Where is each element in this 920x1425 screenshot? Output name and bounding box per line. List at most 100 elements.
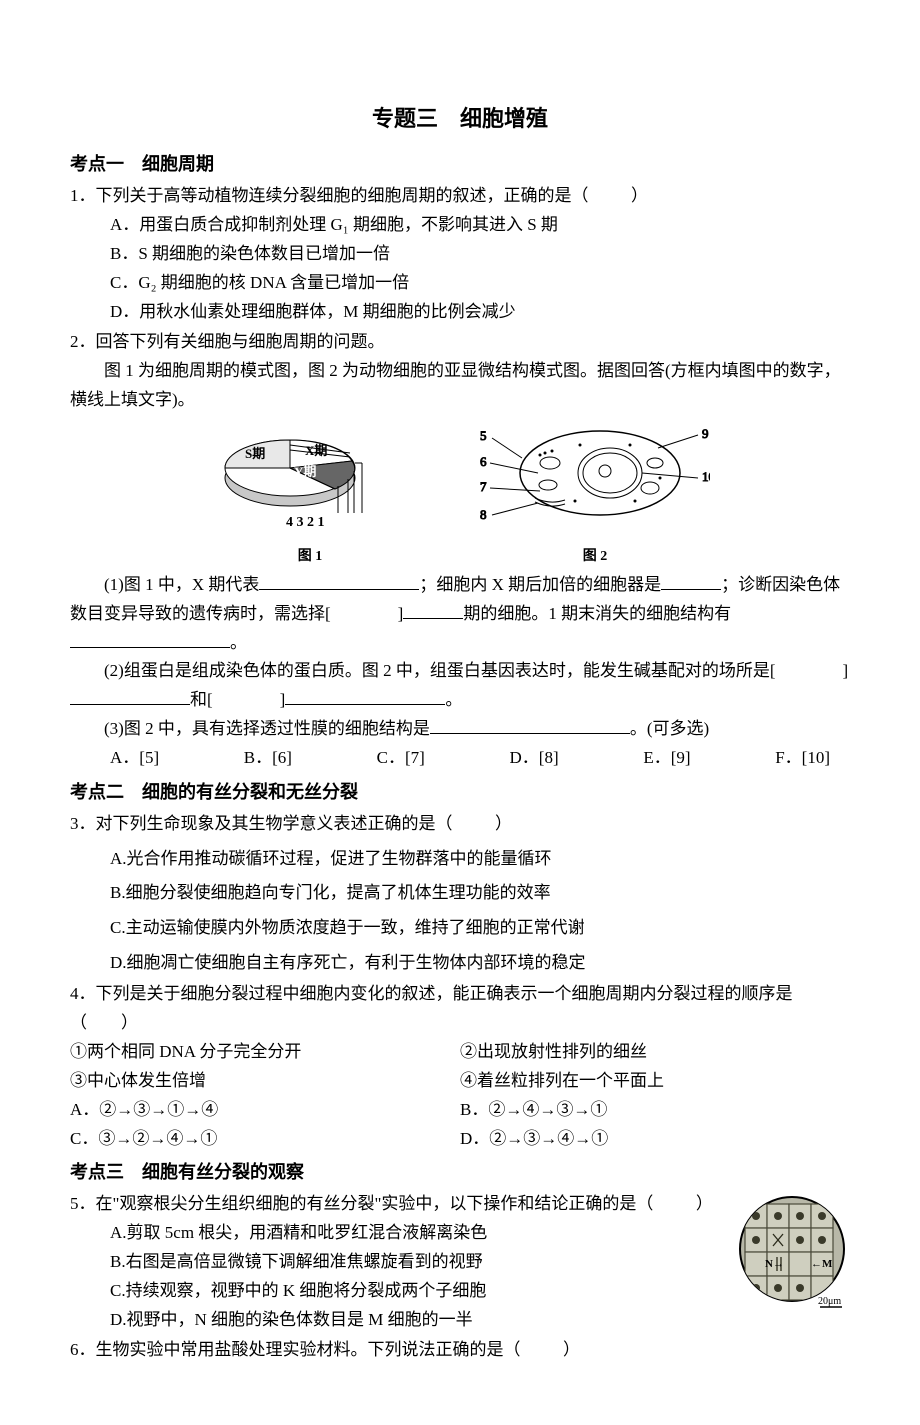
q2-intro: 图 1 为细胞周期的模式图，图 2 为动物细胞的亚显微结构模式图。据图回答(方框… <box>70 357 850 415</box>
box-blank <box>213 686 280 715</box>
q2-optD: D．[8] <box>510 744 559 773</box>
svg-text:N→: N→ <box>765 1258 784 1270</box>
question-2: 2．回答下列有关细胞与细胞周期的问题。 图 1 为细胞周期的模式图，图 2 为动… <box>70 328 850 773</box>
fig1-ticks: 4 3 2 1 <box>286 515 325 530</box>
blank <box>70 688 190 705</box>
q2-p2e: 。 <box>445 690 462 709</box>
q3-optD: D.细胞凋亡使细胞自主有序死亡，有利于生物体内部环境的稳定 <box>70 949 850 978</box>
question-5: 5．在"观察根尖分生组织细胞的有丝分裂"实验中，以下操作和结论正确的是（ ） N… <box>70 1190 850 1334</box>
q4-items-1: ①两个相同 DNA 分子完全分开 ②出现放射性排列的细丝 <box>70 1038 850 1067</box>
q4-opts-2: C．③→②→④→① D．②→③→④→① <box>70 1125 850 1154</box>
q3-optB: B.细胞分裂使细胞趋向专门化，提高了机体生理功能的效率 <box>70 879 850 908</box>
q3-blank <box>457 814 491 833</box>
q4-optD: D．②→③→④→① <box>460 1125 850 1154</box>
q6-blank <box>525 1340 559 1359</box>
q5-optA: A.剪取 5cm 根尖，用酒精和吡罗红混合液解离染色 <box>70 1219 850 1248</box>
q1-blank <box>593 186 627 205</box>
q2-p3a: (3)图 2 中，具有选择透过性膜的细胞结构是 <box>104 719 430 738</box>
microscope-view-icon: N→ ←M 20μm <box>735 1194 850 1314</box>
q2-p1a: (1)图 1 中，X 期代表 <box>104 575 259 594</box>
pie-chart-icon: S期 X期 Y期 4 3 2 1 <box>210 423 410 533</box>
q4-items-2: ③中心体发生倍增 ④着丝粒排列在一个平面上 <box>70 1067 850 1096</box>
q4-item3: ③中心体发生倍增 <box>70 1067 460 1096</box>
q2-part2: (2)组蛋白是组成染色体的蛋白质。图 2 中，组蛋白基因表达时，能发生碱基配对的… <box>70 657 850 715</box>
q4-optA: A．②→③→①→④ <box>70 1096 460 1125</box>
q4-stem: 4．下列是关于细胞分裂过程中细胞内变化的叙述，能正确表示一个细胞周期内分裂过程的… <box>70 980 850 1038</box>
fig1-x-label: X期 <box>305 443 327 458</box>
figure-2: 5 6 7 8 9 10 图 2 <box>480 423 710 569</box>
q4-opts-1: A．②→③→①→④ B．②→④→③→① <box>70 1096 850 1125</box>
q5-stem-suffix: ） <box>696 1194 713 1213</box>
q2-optC: C．[7] <box>377 744 425 773</box>
svg-text:7: 7 <box>480 479 487 494</box>
section-2-heading: 考点二 细胞的有丝分裂和无丝分裂 <box>70 777 850 808</box>
section-1-heading: 考点一 细胞周期 <box>70 149 850 180</box>
q5-optB: B.右图是高倍显微镜下调解细准焦螺旋看到的视野 <box>70 1248 850 1277</box>
q5-optD: D.视野中，N 细胞的染色体数目是 M 细胞的一半 <box>70 1306 850 1335</box>
q4-item4: ④着丝粒排列在一个平面上 <box>460 1067 850 1096</box>
q2-p1e: 期的细胞。1 期末消失的细胞结构有 <box>463 604 731 623</box>
figure-1: S期 X期 Y期 4 3 2 1 图 1 <box>210 423 410 569</box>
blank <box>430 717 630 734</box>
q2-optE: E．[9] <box>643 744 690 773</box>
fig1-caption: 图 1 <box>210 545 410 569</box>
q1-optA: A．用蛋白质合成抑制剂处理 G₁ 期细胞，不影响其进入 S 期 <box>70 211 850 240</box>
q2-p1b: ；细胞内 X 期后加倍的细胞器是 <box>419 575 661 594</box>
q2-optA: A．[5] <box>110 744 159 773</box>
q2-part3: (3)图 2 中，具有选择透过性膜的细胞结构是 。(可多选) <box>70 715 850 744</box>
blank <box>661 573 721 590</box>
svg-text:8: 8 <box>480 507 487 522</box>
q1-optC: C．G₂ 期细胞的核 DNA 含量已增加一倍 <box>70 269 850 298</box>
q1-stem-suffix: ） <box>631 186 648 205</box>
q2-stem: 2．回答下列有关细胞与细胞周期的问题。 <box>70 328 850 357</box>
question-4: 4．下列是关于细胞分裂过程中细胞内变化的叙述，能正确表示一个细胞周期内分裂过程的… <box>70 980 850 1153</box>
page-title: 专题三 细胞增殖 <box>70 100 850 137</box>
fig1-y-label: Y期 <box>294 464 316 479</box>
blank <box>403 602 463 619</box>
microscope-view: N→ ←M 20μm <box>735 1194 850 1324</box>
question-6: 6．生物实验中常用盐酸处理实验材料。下列说法正确的是（ ） <box>70 1336 850 1365</box>
q2-p1f: 。 <box>230 633 247 652</box>
q6-stem-suffix: ） <box>563 1340 580 1359</box>
q3-stem-suffix: ） <box>495 814 512 833</box>
q2-figures: S期 X期 Y期 4 3 2 1 图 1 <box>70 423 850 569</box>
question-1: 1．下列关于高等动植物连续分裂细胞的细胞周期的叙述，正确的是（ ） A．用蛋白质… <box>70 182 850 326</box>
q4-optB: B．②→④→③→① <box>460 1096 850 1125</box>
q2-part1: (1)图 1 中，X 期代表；细胞内 X 期后加倍的细胞器是；诊断因染色体数目变… <box>70 571 850 658</box>
q1-optD: D．用秋水仙素处理细胞群体，M 期细胞的比例会减少 <box>70 298 850 327</box>
blank <box>285 688 445 705</box>
q5-stem: 5．在"观察根尖分生组织细胞的有丝分裂"实验中，以下操作和结论正确的是（ <box>70 1194 653 1213</box>
q3-optA: A.光合作用推动碳循环过程，促进了生物群落中的能量循环 <box>70 845 850 874</box>
q5-optC: C.持续观察，视野中的 K 细胞将分裂成两个子细胞 <box>70 1277 850 1306</box>
q2-p3b: 。(可多选) <box>630 719 709 738</box>
question-3: 3．对下列生命现象及其生物学意义表述正确的是（ ） A.光合作用推动碳循环过程，… <box>70 810 850 978</box>
q4-item2: ②出现放射性排列的细丝 <box>460 1038 850 1067</box>
svg-text:6: 6 <box>480 454 487 469</box>
q3-optC: C.主动运输使膜内外物质浓度趋于一致，维持了细胞的正常代谢 <box>70 914 850 943</box>
q1-stem: 1．下列关于高等动植物连续分裂细胞的细胞周期的叙述，正确的是（ <box>70 186 589 205</box>
q1-optB: B．S 期细胞的染色体数目已增加一倍 <box>70 240 850 269</box>
fig1-s-label: S期 <box>245 446 265 461</box>
q4-optC: C．③→②→④→① <box>70 1125 460 1154</box>
svg-text:9: 9 <box>702 426 709 441</box>
q5-blank <box>658 1194 692 1213</box>
q2-optF: F．[10] <box>775 744 830 773</box>
svg-text:←M: ←M <box>811 1258 833 1270</box>
q2-options: A．[5] B．[6] C．[7] D．[8] E．[9] F．[10] <box>70 744 850 773</box>
svg-text:5: 5 <box>480 428 487 443</box>
q2-p2c: 和[ <box>190 690 213 709</box>
blank <box>259 573 419 590</box>
q3-stem: 3．对下列生命现象及其生物学意义表述正确的是（ <box>70 814 453 833</box>
section-3-heading: 考点三 细胞有丝分裂的观察 <box>70 1157 850 1188</box>
svg-text:10: 10 <box>702 469 710 484</box>
q2-optB: B．[6] <box>244 744 292 773</box>
blank <box>70 631 230 648</box>
q2-p2b: ] <box>842 661 848 680</box>
q4-item1: ①两个相同 DNA 分子完全分开 <box>70 1038 460 1067</box>
box-blank <box>775 657 842 686</box>
fig2-caption: 图 2 <box>480 545 710 569</box>
cell-diagram-icon: 5 6 7 8 9 10 <box>480 423 710 533</box>
q2-p2a: (2)组蛋白是组成染色体的蛋白质。图 2 中，组蛋白基因表达时，能发生碱基配对的… <box>104 661 775 680</box>
box-blank <box>331 600 398 629</box>
q6-stem: 6．生物实验中常用盐酸处理实验材料。下列说法正确的是（ <box>70 1340 521 1359</box>
